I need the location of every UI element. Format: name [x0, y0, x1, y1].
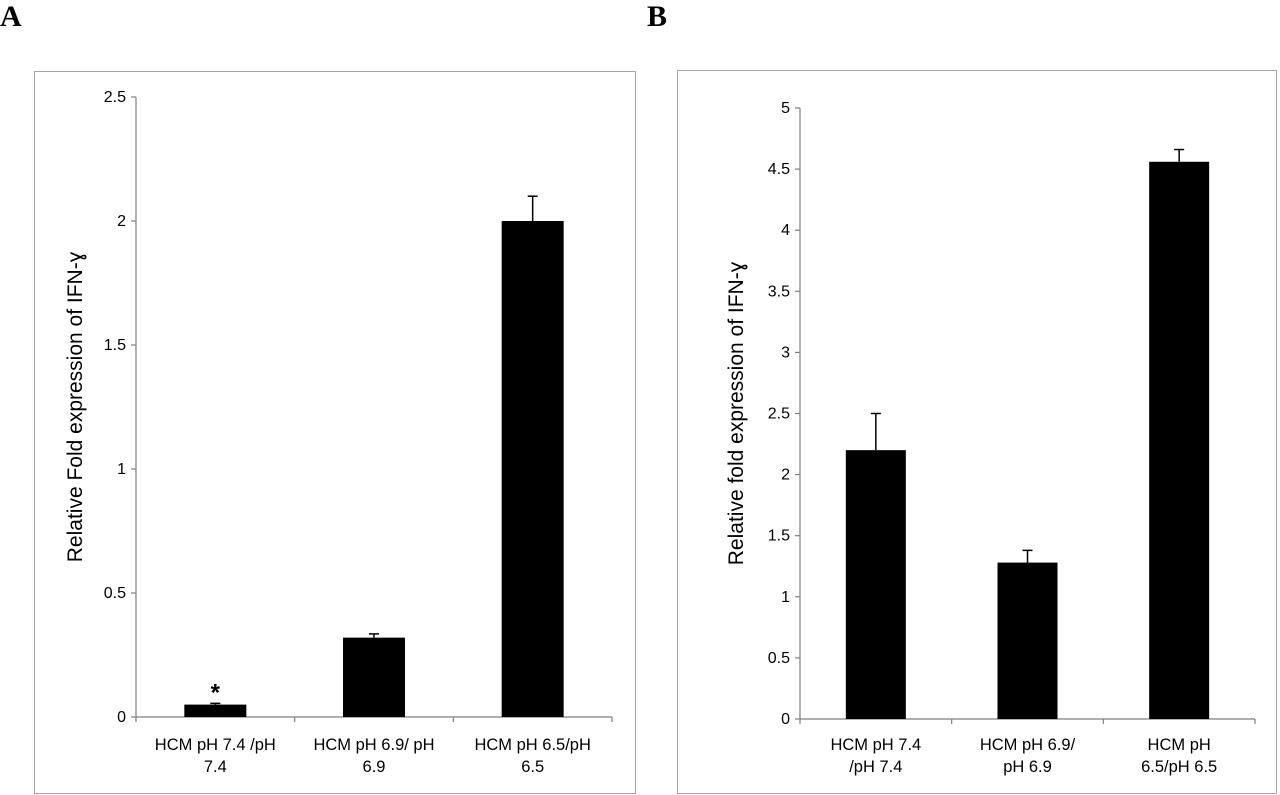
chart-a-significance-label: *	[211, 680, 221, 707]
chart-a-y-tick-label: 0.5	[104, 585, 126, 602]
chart-a-category-label: 7.4	[204, 758, 227, 776]
chart-a-y-tick-label: 2.5	[104, 89, 126, 106]
panel-label-a: A	[0, 0, 22, 33]
chart-b-y-tick-label: 1	[781, 589, 790, 606]
chart-b-y-tick-label: 4	[781, 222, 790, 239]
chart-a-y-tick-label: 0	[117, 709, 126, 726]
chart-b-category-label: pH 6.9	[1003, 758, 1052, 776]
chart-b-y-tick-label: 5	[781, 100, 790, 117]
chart-b-bar	[1149, 161, 1210, 719]
chart-a-y-axis-label: Relative Fold expression of IFN-ɣ	[64, 251, 87, 562]
chart-b-category-label: HCM pH	[1148, 736, 1211, 754]
chart-b-y-tick-label: 0.5	[768, 650, 790, 667]
chart-a-y-tick-label: 1.5	[104, 337, 126, 354]
chart-b-y-tick-label: 3	[781, 344, 790, 361]
chart-b-y-tick-label: 4.5	[768, 161, 790, 178]
chart-b-y-tick-label: 3.5	[768, 283, 790, 300]
chart-b-category-label: 6.5/pH 6.5	[1141, 758, 1217, 776]
chart-b-bar	[845, 450, 906, 719]
chart-a-category-label: HCM pH 6.5/pH	[474, 736, 590, 754]
chart-b-category-label: /pH 7.4	[849, 758, 902, 776]
panel-label-b: B	[647, 0, 668, 33]
chart-a-category-label: HCM pH 7.4 /pH	[155, 736, 276, 754]
chart-b-y-tick-label: 0	[781, 711, 790, 728]
chart-b-y-tick-label: 1.5	[768, 528, 790, 545]
chart-b-bar	[997, 562, 1058, 719]
chart-b-y-tick-label: 2.5	[768, 406, 790, 423]
chart-b-y-tick-label: 2	[781, 467, 790, 484]
chart-a-y-tick-label: 2	[117, 213, 126, 230]
chart-a-category-label: 6.9	[363, 758, 386, 776]
chart-a-category-label: 6.5	[521, 758, 544, 776]
chart-a-category-label: HCM pH 6.9/ pH	[313, 736, 434, 754]
chart-a-bar	[343, 637, 405, 717]
chart-b-category-label: HCM pH 6.9/	[980, 736, 1076, 754]
chart-b-category-label: HCM pH 7.4	[830, 736, 921, 754]
chart-b-y-axis-label: Relative fold expression of IFN-ɣ	[725, 261, 748, 565]
chart-a-bar	[184, 704, 247, 717]
chart-a-y-tick-label: 1	[117, 461, 126, 478]
chart-a-bar	[501, 221, 564, 717]
